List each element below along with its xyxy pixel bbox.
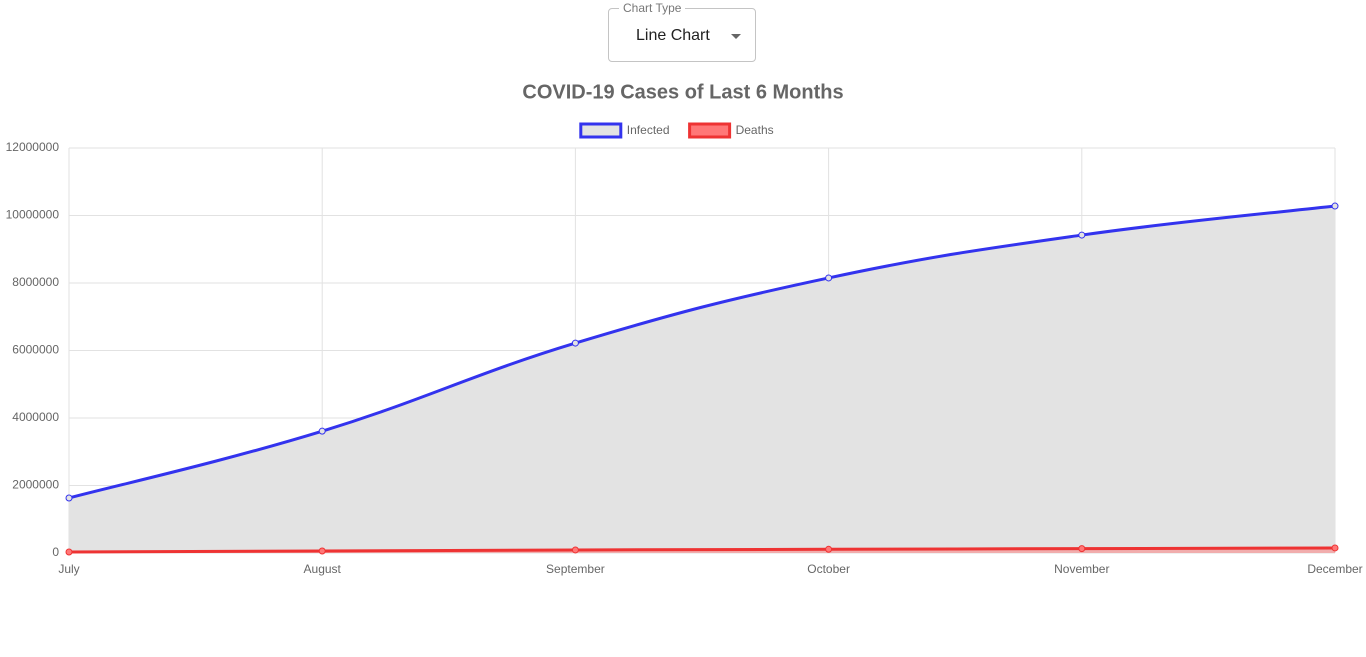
legend-label: Infected [627,123,670,137]
x-tick-label: October [807,562,850,576]
y-tick-label: 10000000 [6,208,60,222]
y-tick-label: 4000000 [12,410,59,424]
series-line [68,546,1336,554]
y-tick-label: 0 [52,545,59,559]
data-point [1331,544,1339,552]
x-tick-label: December [1307,562,1362,576]
data-point [825,545,833,553]
data-point [318,547,326,555]
data-point [571,339,579,347]
data-point [65,548,73,556]
series-line [68,204,1336,500]
series-area [69,206,1335,554]
data-point [1078,545,1086,553]
select-value: Line Chart [636,27,710,44]
data-point [571,546,579,554]
x-tick-label: September [546,562,605,576]
y-tick-label: 8000000 [12,275,59,289]
x-tick-label: November [1054,562,1109,576]
select-arrow [731,34,741,39]
chart-type-select[interactable]: Chart Type Line Chart [608,1,756,62]
legend-swatch [579,122,623,139]
x-tick-label: August [304,562,342,576]
y-tick-label: 6000000 [12,343,59,357]
y-tick-label: 12000000 [6,140,60,154]
data-point [1331,202,1339,210]
data-point [825,274,833,282]
y-tick-label: 2000000 [12,478,59,492]
legend-label: Deaths [736,123,774,137]
x-tick-label: July [58,562,79,576]
data-point [65,494,73,502]
select-label: Chart Type [619,1,686,15]
legend-swatch [688,122,732,139]
data-point [1078,231,1086,239]
chart-title: COVID-19 Cases of Last 6 Months [522,81,843,103]
data-point [318,427,326,435]
